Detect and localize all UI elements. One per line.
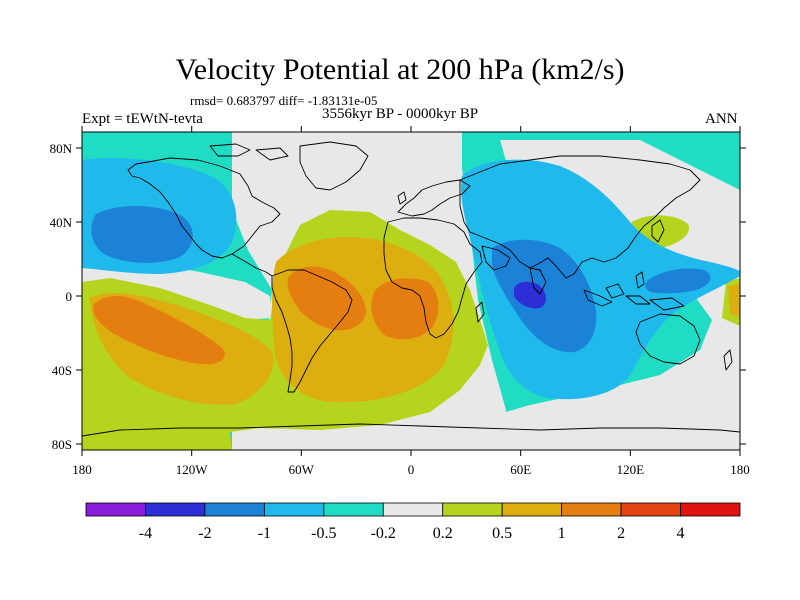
colorbar-swatch xyxy=(204,502,265,517)
colorbar-swatch xyxy=(680,502,741,517)
positive-core-africa xyxy=(371,278,439,340)
colorbar-swatch xyxy=(442,502,503,517)
colorbar-level-label: -2 xyxy=(198,525,211,542)
lon-tick-label: 180 xyxy=(72,462,92,477)
negative-minimum-indian-ocean xyxy=(514,281,546,309)
colorbar-swatch xyxy=(323,502,384,517)
colorbar-swatch xyxy=(561,502,622,517)
colorbar-swatch xyxy=(145,502,206,517)
coastlines xyxy=(82,141,740,437)
colorbar-level-label: -4 xyxy=(139,525,152,542)
map-title: Velocity Potential at 200 hPa (km2/s) xyxy=(175,53,625,86)
season-label: ANN xyxy=(705,111,738,127)
longitude-axis: 180 120W 60W 0 60E 120E 180 xyxy=(72,126,750,477)
lon-tick-label: 0 xyxy=(408,462,415,477)
negative-region-indo-pacific xyxy=(461,159,740,400)
colorbar-level-label: 0.5 xyxy=(492,525,512,542)
positive-core-central-pacific xyxy=(93,295,225,365)
lon-tick-label: 60W xyxy=(289,462,315,477)
negative-core-north-pacific xyxy=(91,205,193,263)
lon-tick-label: 120W xyxy=(176,462,209,477)
colorbar-level-label: 4 xyxy=(677,525,685,542)
neutral-region-pacific xyxy=(82,262,272,320)
colorbar-swatch xyxy=(501,502,563,517)
lon-tick-label: 60E xyxy=(510,462,531,477)
colorbar-level-label: 1 xyxy=(558,525,566,542)
lat-tick-label: 80N xyxy=(50,141,73,156)
lat-tick-label: 40N xyxy=(50,215,73,230)
experiment-label: Expt = tEWtN-tevta xyxy=(82,111,203,127)
colorbar: -4 -2 -1 -0.5 -0.2 0.2 0.5 1 2 4 xyxy=(85,502,741,542)
colorbar-swatch xyxy=(85,502,146,517)
lat-tick-label: 0 xyxy=(66,289,73,304)
positive-region-atlantic-east xyxy=(728,284,740,318)
period-label: 3556kyr BP - 0000kyr BP xyxy=(322,106,479,122)
lon-tick-label: 180 xyxy=(730,462,750,477)
negative-core-western-pacific xyxy=(645,268,711,294)
statistics-label: rmsd= 0.683797 diff= -1.83131e-05 xyxy=(190,93,378,108)
colorbar-level-label: 0.2 xyxy=(433,525,453,542)
colorbar-swatch xyxy=(382,502,444,517)
colorbar-level-label: -1 xyxy=(258,525,271,542)
colorbar-level-label: 2 xyxy=(617,525,625,542)
velocity-potential-field xyxy=(82,132,740,450)
latitude-axis: 80N 40N 0 40S 80S xyxy=(50,141,746,452)
colorbar-swatch xyxy=(263,502,325,517)
colorbar-level-label: -0.2 xyxy=(371,525,396,542)
lon-tick-label: 120E xyxy=(617,462,645,477)
colorbar-level-label: -0.5 xyxy=(311,525,336,542)
colorbar-swatch xyxy=(620,502,681,517)
lat-tick-label: 80S xyxy=(52,437,72,452)
lat-tick-label: 40S xyxy=(52,363,72,378)
